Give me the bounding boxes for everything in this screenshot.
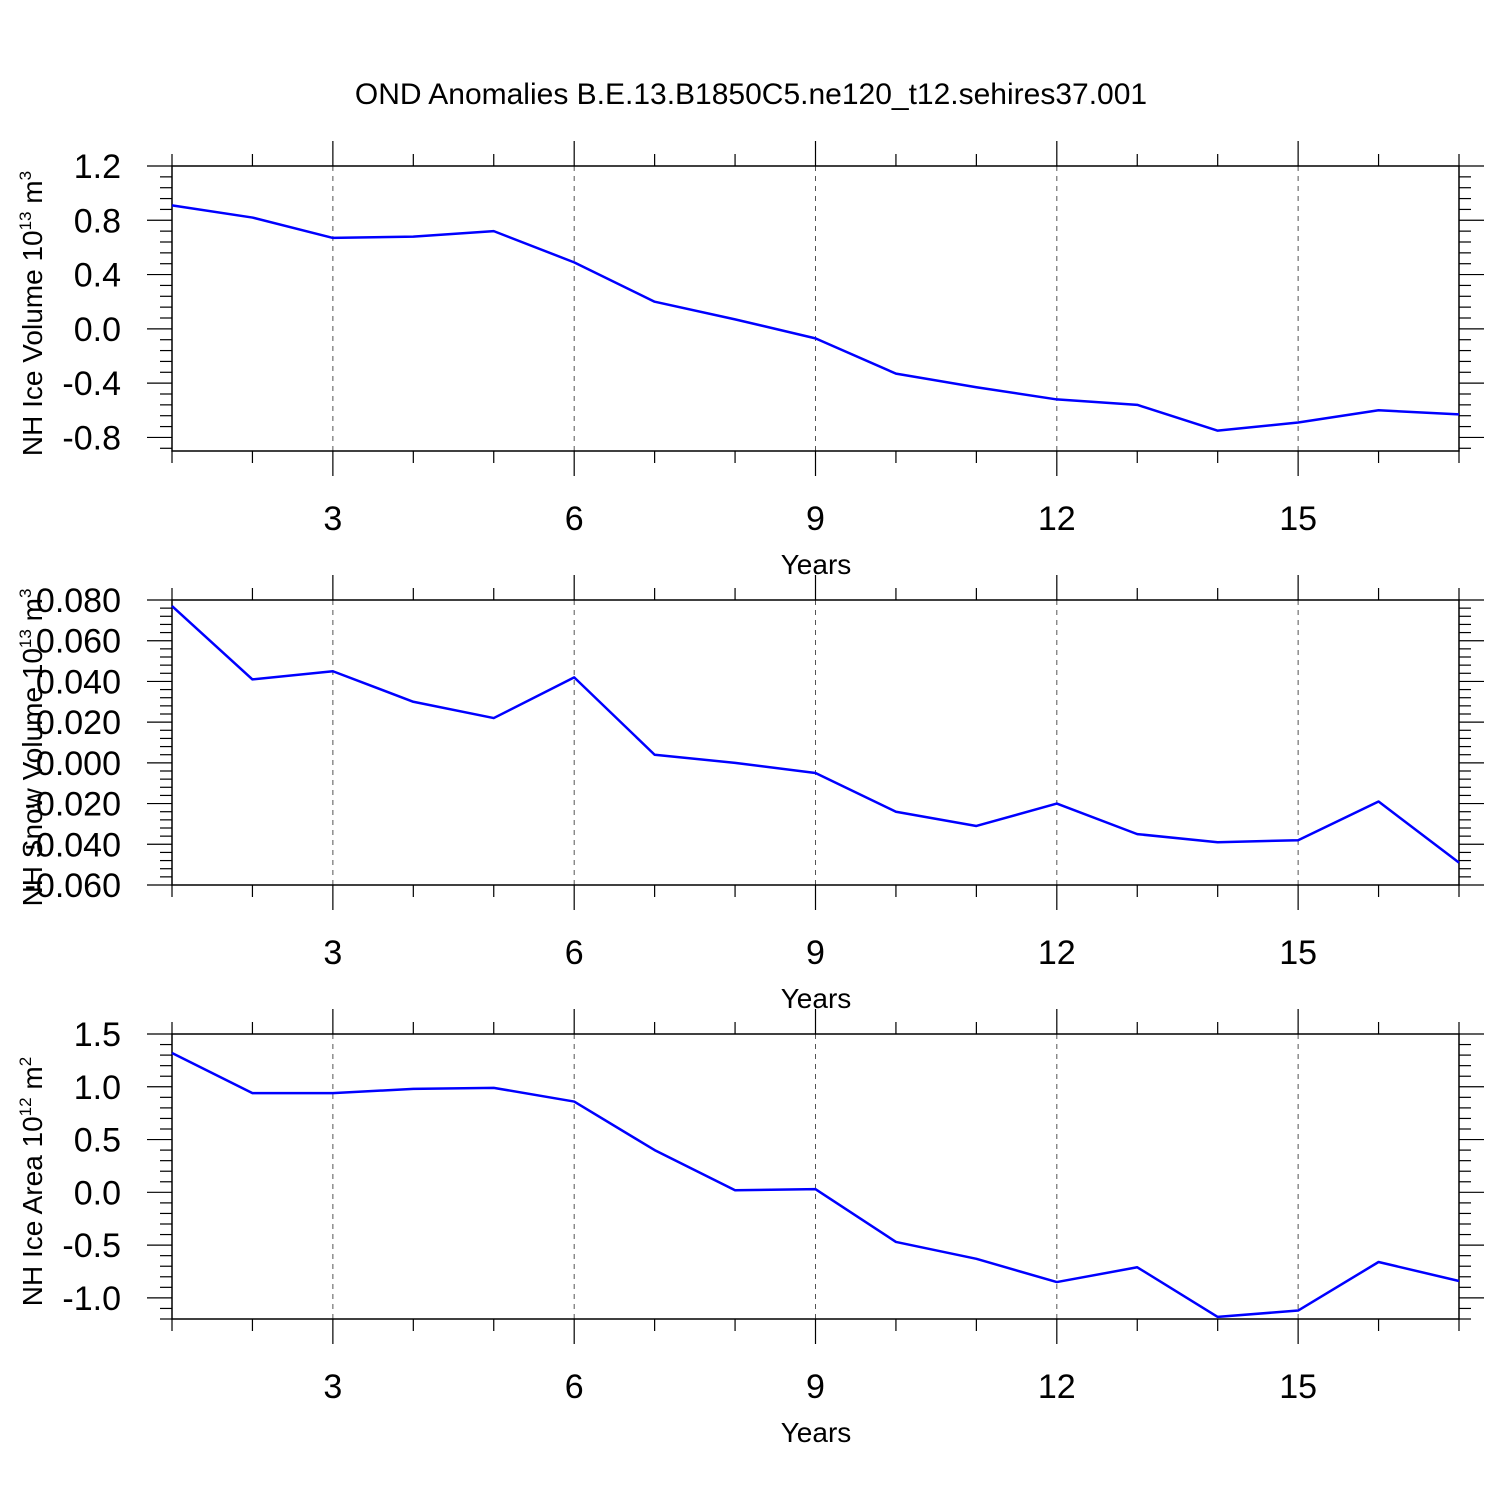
y-tick-label: 1.2 (74, 148, 121, 186)
y-tick-label: 0.080 (36, 582, 121, 620)
y-tick-label: -0.5 (62, 1227, 121, 1265)
y-tick-label: 0.020 (36, 704, 121, 742)
panels: 1.2 0.8 0.4 0.0 -0.4 -0.8 3 6 9 12 15 Years NH Ice V… (16, 141, 1484, 1448)
y-axis-label-exponent: 13 (16, 211, 35, 230)
y-axis-label-main: NH Snow Volume 10 (17, 648, 48, 906)
y-axis-label-exponent: 12 (16, 1097, 35, 1116)
y-tick-label: -0.040 (25, 826, 121, 864)
y-axis-label-exponent: 13 (16, 629, 35, 648)
y-tick-label: 0.4 (74, 257, 121, 295)
x-axis-label: Years (781, 549, 852, 580)
y-tick-label: 0.0 (74, 311, 121, 349)
y-tick-label: -0.8 (62, 419, 121, 457)
y-tick-label: 0.040 (36, 663, 121, 701)
x-tick-label: 15 (1279, 1368, 1317, 1406)
series-line-snow-volume (171, 605, 1460, 864)
x-tick-label: 3 (323, 500, 342, 538)
x-tick-label: 9 (806, 934, 825, 972)
series-line-ice-volume (171, 204, 1460, 432)
y-tick-label: 1.0 (74, 1069, 121, 1107)
y-axis-label-unit: m (17, 1066, 48, 1097)
x-tick-label: 6 (565, 500, 584, 538)
x-tick-label: 6 (565, 1368, 584, 1406)
chart-title: OND Anomalies B.E.13.B1850C5.ne120_t12.s… (355, 78, 1147, 111)
y-tick-label: 0.5 (74, 1122, 121, 1160)
x-tick-label: 9 (806, 1368, 825, 1406)
panel-snow-volume: 0.0800.0600.0400.0200.000-0.020-0.040-0.… (16, 575, 1484, 1014)
y-axis-label: NH Ice Volume 1013 m3 (16, 171, 48, 456)
y-axis-label-main: NH Ice Volume 10 (17, 230, 48, 456)
y-tick-label: 1.5 (74, 1016, 121, 1054)
y-tick-label: -0.060 (25, 867, 121, 905)
x-tick-label: 12 (1038, 500, 1076, 538)
x-tick-label: 3 (323, 934, 342, 972)
x-tick-label: 12 (1038, 934, 1076, 972)
y-axis-label-unit: m (17, 598, 48, 629)
x-tick-label: 15 (1279, 500, 1317, 538)
panel-ice-volume: 1.2 0.8 0.4 0.0 -0.4 -0.8 3 6 9 12 15 Years NH Ice V… (16, 141, 1484, 580)
y-tick-label: -0.020 (25, 786, 121, 824)
x-axis-label: Years (781, 1417, 852, 1448)
series-line-ice-area (171, 1051, 1460, 1319)
y-axis-label-unit-exponent: 2 (16, 1057, 35, 1066)
y-tick-label: -1.0 (62, 1280, 121, 1318)
x-tick-label: 6 (565, 934, 584, 972)
plot-frame (171, 599, 1460, 886)
panel-ice-area: 1.5 1.0 0.5 0.0 -0.5 -1.0 3 6 9 12 15 Years NH Ice A… (16, 1009, 1484, 1448)
y-tick-label: 0.060 (36, 623, 121, 661)
y-axis-label-unit-exponent: 3 (16, 589, 35, 598)
x-tick-label: 3 (323, 1368, 342, 1406)
y-axis-label-unit-exponent: 3 (16, 171, 35, 180)
plot-frame (171, 1033, 1460, 1320)
plot-frame (171, 165, 1460, 452)
y-axis-label: NH Ice Area 1012 m2 (16, 1057, 48, 1306)
x-tick-label: 12 (1038, 1368, 1076, 1406)
y-tick-label: 0.000 (36, 745, 121, 783)
x-tick-label: 15 (1279, 934, 1317, 972)
x-tick-label: 9 (806, 500, 825, 538)
y-axis-label-unit: m (17, 180, 48, 211)
y-tick-label: 0.0 (74, 1174, 121, 1212)
y-tick-label: 0.8 (74, 202, 121, 240)
y-axis-label: NH Snow Volume 1013 m3 (16, 589, 48, 907)
x-axis-label: Years (781, 983, 852, 1014)
y-axis-label-main: NH Ice Area 10 (17, 1116, 48, 1306)
y-tick-label: -0.4 (62, 365, 121, 403)
